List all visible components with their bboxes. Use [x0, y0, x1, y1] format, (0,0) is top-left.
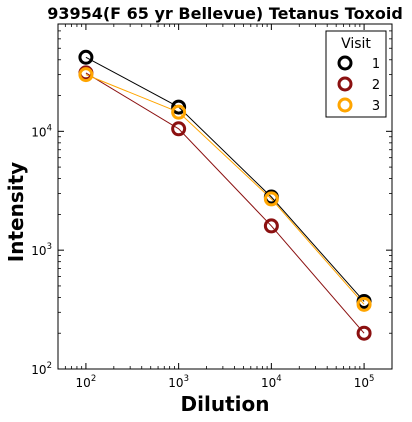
y-axis-label: Intensity	[4, 162, 28, 262]
legend-label-3: 3	[372, 99, 380, 114]
y-tick-label: 104	[31, 123, 52, 139]
series-line-3	[85, 74, 365, 305]
legend-title: Visit	[341, 36, 371, 52]
legend-label-1: 1	[372, 57, 380, 72]
data-point-3	[356, 296, 372, 312]
axes-frame	[57, 23, 393, 370]
data-point-2	[171, 121, 187, 137]
legend-marker-1	[337, 55, 353, 71]
legend-box	[325, 30, 387, 118]
data-point-2	[263, 218, 279, 234]
y-tick-label: 102	[31, 361, 52, 377]
data-point-3	[78, 67, 94, 83]
chart-title: 93954(F 65 yr Bellevue) Tetanus Toxoid	[47, 4, 403, 23]
x-tick-label: 104	[261, 374, 282, 390]
legend-marker-3	[337, 97, 353, 113]
series-line-1	[85, 56, 365, 302]
y-tick-label: 103	[31, 242, 52, 258]
series-line-2	[85, 72, 365, 334]
data-point-3	[171, 104, 187, 120]
data-point-1	[78, 49, 94, 65]
x-tick-label: 102	[76, 374, 97, 390]
x-tick-label: 105	[354, 374, 375, 390]
legend-marker-2	[337, 76, 353, 92]
data-point-2	[356, 325, 372, 341]
x-axis-label: Dilution	[181, 392, 270, 416]
data-point-1	[171, 99, 187, 115]
legend-label-2: 2	[372, 78, 380, 93]
plot-area: 102 103 104 105 102 103 104	[31, 23, 393, 390]
data-point-3	[263, 191, 279, 207]
x-tick-label: 103	[168, 374, 189, 390]
